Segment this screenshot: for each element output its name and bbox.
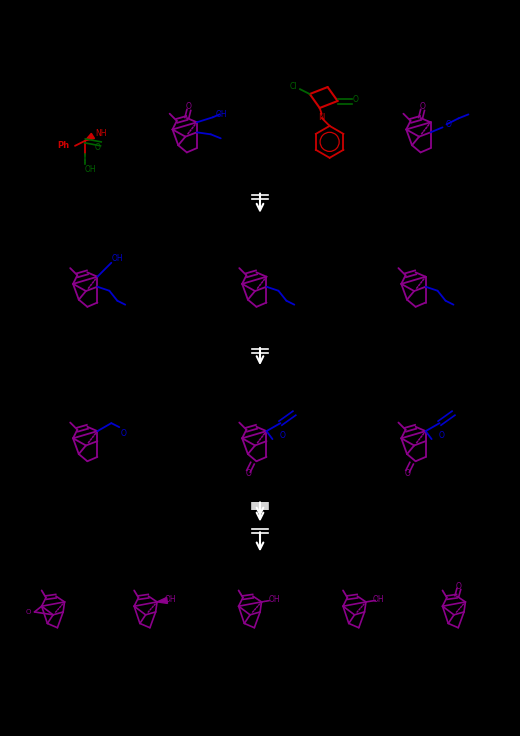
Text: O: O (353, 94, 358, 104)
Text: OH: OH (269, 595, 280, 604)
Text: OH: OH (164, 595, 176, 604)
Text: O: O (95, 144, 101, 152)
Text: O: O (245, 469, 252, 478)
Text: O: O (120, 428, 126, 438)
Text: OH: OH (111, 254, 123, 263)
Text: O: O (186, 102, 192, 110)
Text: O: O (26, 609, 31, 615)
Text: ': ' (245, 275, 247, 281)
Polygon shape (157, 598, 167, 604)
Text: OH: OH (373, 595, 385, 604)
Text: O: O (446, 120, 451, 129)
Text: O: O (438, 431, 445, 439)
Text: ': ' (405, 275, 406, 281)
Text: ': ' (76, 275, 78, 281)
Text: Cl: Cl (290, 82, 297, 91)
Text: O: O (279, 431, 285, 439)
Text: O: O (420, 102, 425, 110)
Polygon shape (85, 133, 95, 141)
Text: NH: NH (95, 130, 107, 138)
Text: O: O (456, 581, 462, 590)
Text: O: O (405, 469, 411, 478)
Text: N: N (318, 113, 325, 122)
Text: OH: OH (216, 110, 228, 118)
Text: OH: OH (85, 166, 97, 174)
Text: Ph: Ph (57, 141, 69, 150)
